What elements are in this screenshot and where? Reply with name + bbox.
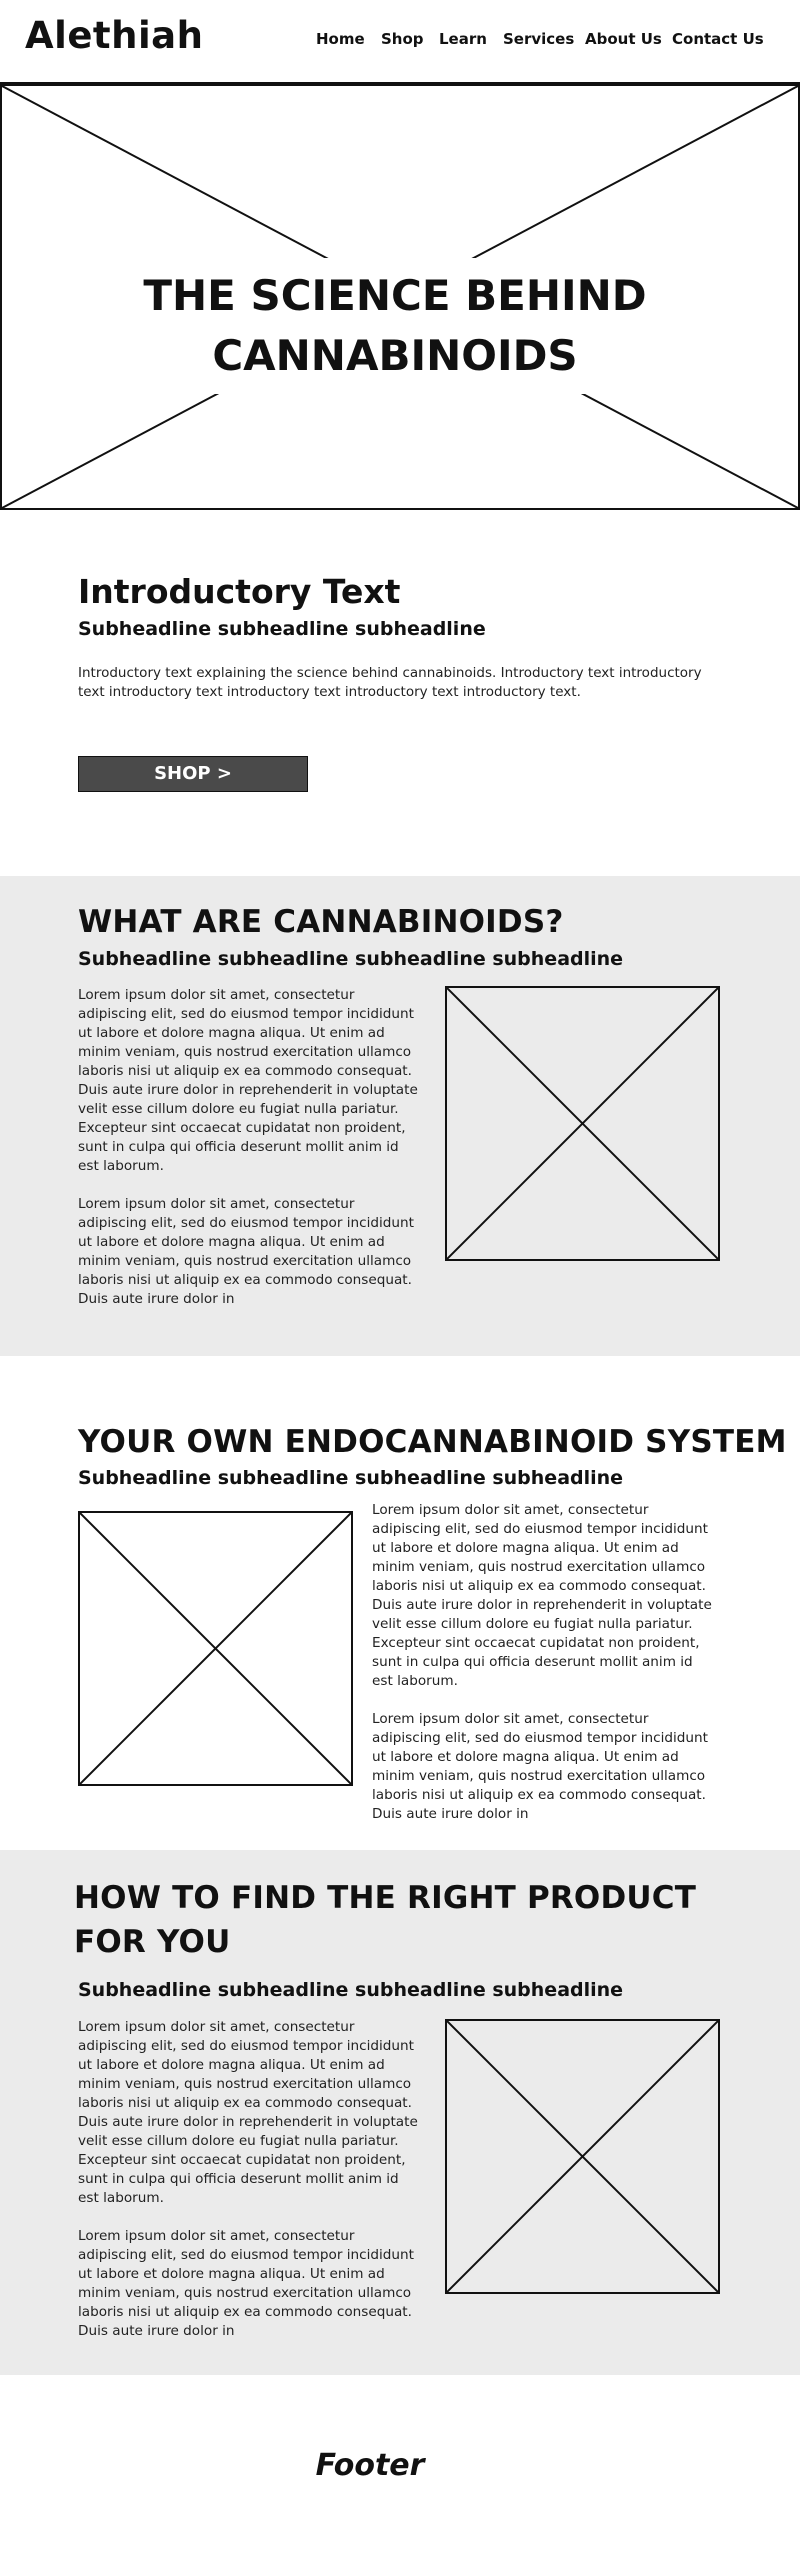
section-subheading: Subheadline subheadline subheadline subh…	[78, 948, 624, 970]
section-title: YOUR OWN ENDOCANNABINOID SYSTEM	[78, 1424, 787, 1460]
section-body: Lorem ipsum dolor sit amet, consectetur …	[78, 986, 423, 1309]
main-nav: Home Shop Learn Services About Us Contac…	[0, 30, 800, 54]
hero-title: THE SCIENCE BEHIND CANNABINOIDS	[120, 258, 670, 394]
section-paragraph: Lorem ipsum dolor sit amet, consectetur …	[78, 1196, 414, 1307]
section-paragraph: Lorem ipsum dolor sit amet, consectetur …	[78, 987, 418, 1174]
footer-label: Footer	[315, 2448, 425, 2483]
section-paragraph: Lorem ipsum dolor sit amet, consectetur …	[78, 2228, 414, 2339]
header-divider	[0, 82, 800, 85]
nav-about-us[interactable]: About Us	[585, 30, 662, 48]
section-paragraph: Lorem ipsum dolor sit amet, consectetur …	[372, 1711, 708, 1822]
intro-heading: Introductory Text	[78, 572, 401, 611]
section-title: WHAT ARE CANNABINOIDS?	[78, 904, 564, 940]
section-what-are-cannabinoids	[0, 876, 800, 1356]
section-subheading: Subheadline subheadline subheadline subh…	[78, 1467, 624, 1489]
section-image-placeholder	[445, 986, 720, 1261]
nav-contact-us[interactable]: Contact Us	[672, 30, 764, 48]
nav-shop[interactable]: Shop	[381, 30, 424, 48]
nav-home[interactable]: Home	[316, 30, 365, 48]
section-title: HOW TO FIND THE RIGHT PRODUCT FOR YOU	[74, 1880, 697, 1960]
section-body: Lorem ipsum dolor sit amet, consectetur …	[78, 2018, 423, 2341]
section-paragraph: Lorem ipsum dolor sit amet, consectetur …	[78, 2019, 418, 2206]
nav-services[interactable]: Services	[503, 30, 575, 48]
shop-button[interactable]: SHOP >	[78, 756, 308, 792]
placeholder-cross-icon	[447, 988, 718, 1259]
intro-subheading: Subheadline subheadline subheadline	[78, 618, 486, 640]
placeholder-cross-icon	[447, 2021, 718, 2292]
placeholder-cross-icon	[80, 1513, 351, 1784]
intro-text: Introductory text explaining the science…	[78, 665, 702, 700]
section-image-placeholder	[445, 2019, 720, 2294]
site-logo[interactable]: Alethiah	[25, 14, 204, 57]
site-header: Alethiah Home Shop Learn Services About …	[0, 0, 800, 82]
nav-learn[interactable]: Learn	[439, 30, 487, 48]
section-image-placeholder	[78, 1511, 353, 1786]
section-find-right-product	[0, 1850, 800, 2375]
section-body: Lorem ipsum dolor sit amet, consectetur …	[372, 1501, 717, 1824]
section-subheading: Subheadline subheadline subheadline subh…	[78, 1979, 624, 2001]
section-paragraph: Lorem ipsum dolor sit amet, consectetur …	[372, 1502, 712, 1689]
